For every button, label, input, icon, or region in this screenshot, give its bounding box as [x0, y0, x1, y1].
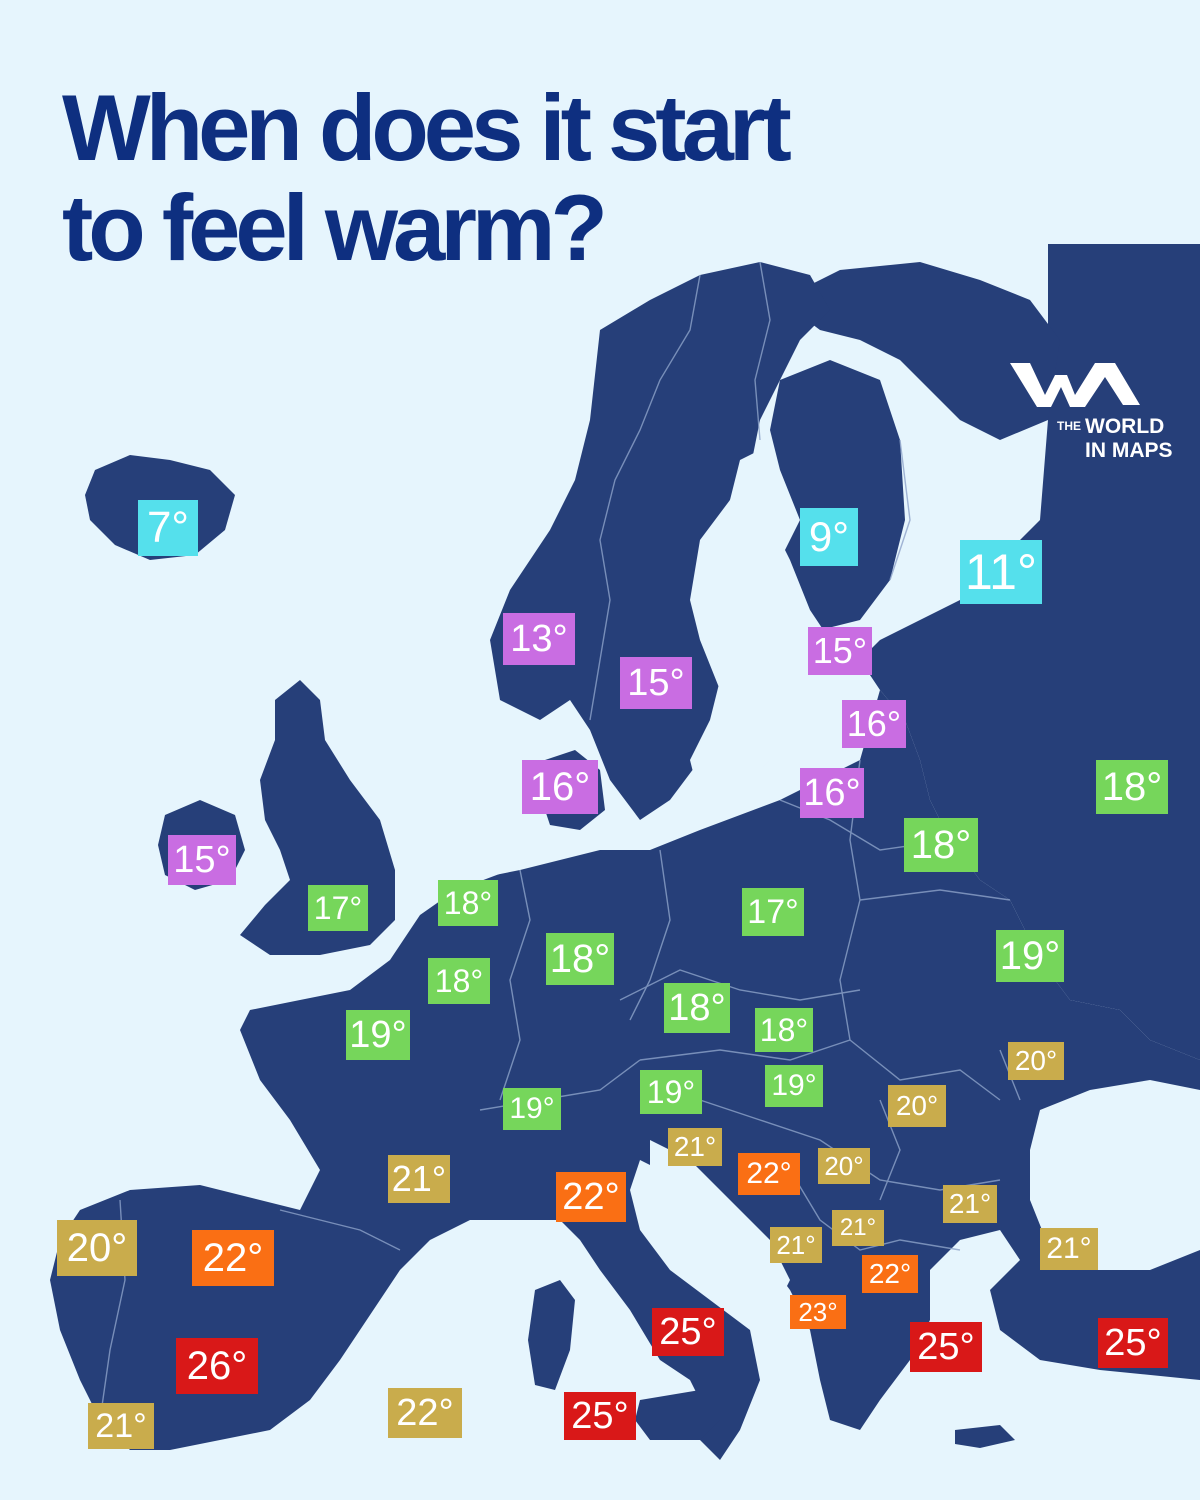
logo-mark-icon — [1010, 363, 1140, 407]
world-in-maps-logo: THE WORLD IN MAPS — [1005, 355, 1195, 465]
temperature-label: 21° — [770, 1227, 822, 1263]
sea-adriatic — [650, 1140, 790, 1300]
temperature-label: 20° — [888, 1085, 946, 1127]
temperature-label: 17° — [742, 888, 804, 936]
temperature-label: 18° — [904, 818, 978, 872]
temperature-label: 23° — [790, 1295, 846, 1329]
temperature-label: 7° — [138, 500, 198, 556]
temperature-label: 22° — [192, 1230, 274, 1286]
temperature-label: 21° — [832, 1210, 884, 1246]
temperature-label: 19° — [996, 930, 1064, 982]
temperature-label: 11° — [960, 540, 1042, 604]
temperature-label: 18° — [546, 933, 614, 985]
temperature-label: 22° — [862, 1255, 918, 1293]
temperature-label: 21° — [1040, 1228, 1098, 1270]
temperature-label: 16° — [842, 700, 906, 748]
title-line-2: to feel warm? — [62, 175, 608, 280]
temperature-label: 18° — [755, 1008, 813, 1052]
temperature-label: 9° — [800, 508, 858, 566]
temperature-label: 21° — [668, 1128, 722, 1166]
land-sardinia — [528, 1280, 575, 1390]
temperature-label: 19° — [640, 1070, 702, 1114]
land-sicily — [635, 1390, 720, 1440]
logo-small-text: THE — [1057, 419, 1081, 433]
temperature-label: 22° — [556, 1172, 626, 1222]
temperature-label: 21° — [388, 1155, 450, 1203]
temperature-label: 18° — [438, 880, 498, 926]
page-title: When does it start to feel warm? — [62, 78, 962, 278]
temperature-label: 22° — [388, 1388, 462, 1438]
temperature-label: 25° — [1098, 1318, 1168, 1368]
temperature-label: 19° — [346, 1010, 410, 1060]
temperature-label: 19° — [503, 1088, 561, 1130]
sea-baltic — [690, 450, 830, 800]
temperature-label: 22° — [738, 1153, 800, 1195]
temperature-label: 25° — [910, 1322, 982, 1372]
temperature-label: 18° — [428, 958, 490, 1004]
temperature-label: 19° — [765, 1065, 823, 1107]
temperature-label: 16° — [522, 760, 598, 814]
temperature-label: 21° — [943, 1185, 997, 1223]
temperature-label: 18° — [1096, 760, 1168, 814]
temperature-label: 16° — [800, 768, 864, 818]
logo-line-2: IN MAPS — [1085, 439, 1173, 462]
land-russia — [860, 244, 1200, 1060]
temperature-label: 26° — [176, 1338, 258, 1394]
temperature-label: 25° — [564, 1392, 636, 1440]
temperature-label: 15° — [168, 835, 236, 885]
temperature-label: 17° — [308, 885, 368, 931]
temperature-label: 25° — [652, 1308, 724, 1356]
land-crete — [955, 1425, 1015, 1448]
sea-north — [400, 760, 530, 900]
temperature-label: 15° — [620, 657, 692, 709]
sea-black — [1030, 1080, 1200, 1270]
temperature-label: 13° — [503, 613, 575, 665]
temperature-label: 20° — [818, 1148, 870, 1184]
logo-line-1: WORLD — [1085, 415, 1165, 438]
title-line-1: When does it start — [62, 75, 792, 180]
temperature-label: 20° — [1008, 1042, 1064, 1080]
land-scandinavia — [490, 262, 830, 820]
temperature-label: 18° — [664, 983, 730, 1033]
temperature-label: 15° — [808, 627, 872, 675]
land-kola — [780, 262, 1060, 440]
temperature-label: 21° — [88, 1403, 154, 1449]
temperature-label: 20° — [57, 1220, 137, 1276]
